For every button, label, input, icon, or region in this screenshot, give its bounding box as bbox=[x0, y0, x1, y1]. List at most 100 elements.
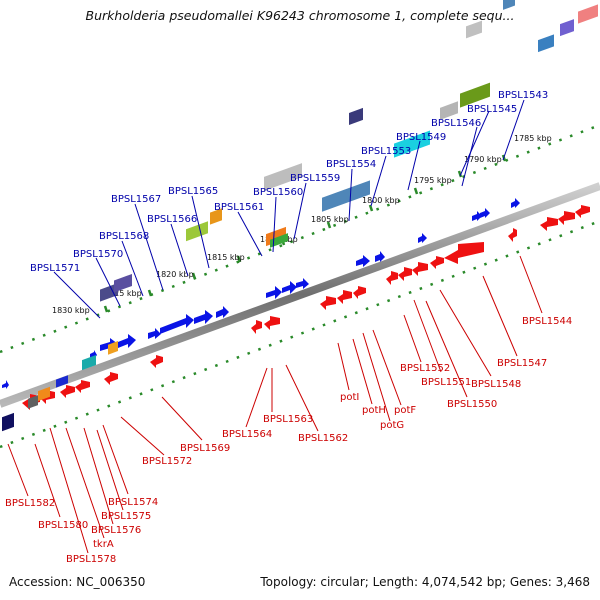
gene-label-BPSL1550[interactable]: BPSL1550 bbox=[447, 399, 497, 410]
feature-box bbox=[578, 4, 598, 24]
gene-label-potG[interactable]: potG bbox=[380, 420, 404, 431]
gene-arrow bbox=[386, 271, 398, 285]
gene-label-BPSL1563[interactable]: BPSL1563 bbox=[263, 414, 313, 425]
reverse-features[interactable] bbox=[2, 4, 598, 432]
gene-label-BPSL1548[interactable]: BPSL1548 bbox=[471, 379, 521, 390]
gene-label-BPSL1545[interactable]: BPSL1545 bbox=[467, 104, 517, 115]
gene-label-potF[interactable]: potF bbox=[394, 405, 416, 416]
top-leader-lines bbox=[53, 99, 525, 319]
feature-box bbox=[560, 19, 574, 37]
gene-arrow bbox=[296, 278, 309, 289]
feature-box bbox=[394, 130, 430, 158]
bottom-leader-lines bbox=[7, 255, 543, 554]
tick-label-1790: 1790 kbp bbox=[464, 155, 502, 164]
gene-label-BPSL1546[interactable]: BPSL1546 bbox=[431, 118, 481, 129]
tick-label-1830: 1830 kbp bbox=[52, 306, 90, 315]
gene-label-BPSL1574[interactable]: BPSL1574 bbox=[108, 497, 158, 508]
feature-box bbox=[264, 163, 302, 191]
gene-label-BPSL1565[interactable]: BPSL1565 bbox=[168, 186, 218, 197]
tick-label-1805: 1805 kbp bbox=[311, 215, 349, 224]
tick-label-1825: 1825 kbp bbox=[104, 289, 142, 298]
gene-arrow bbox=[60, 385, 75, 398]
gene-label-BPSL1544[interactable]: BPSL1544 bbox=[522, 316, 572, 327]
gene-arrow bbox=[320, 296, 336, 310]
gene-label-BPSL1547[interactable]: BPSL1547 bbox=[497, 358, 547, 369]
gene-label-tkrA[interactable]: tkrA bbox=[93, 539, 114, 550]
gene-label-BPSL1572[interactable]: BPSL1572 bbox=[142, 456, 192, 467]
gene-label-BPSL1560[interactable]: BPSL1560 bbox=[253, 187, 303, 198]
feature-box bbox=[322, 180, 370, 212]
gene-arrow bbox=[575, 205, 590, 218]
gene-arrow bbox=[508, 228, 517, 242]
gene-arrow bbox=[398, 267, 412, 281]
gene-label-BPSL1567[interactable]: BPSL1567 bbox=[111, 194, 161, 205]
gene-label-BPSL1543[interactable]: BPSL1543 bbox=[498, 90, 548, 101]
gene-label-BPSL1549[interactable]: BPSL1549 bbox=[396, 132, 446, 143]
gene-label-BPSL1578[interactable]: BPSL1578 bbox=[66, 554, 116, 565]
feature-box bbox=[270, 233, 288, 248]
tick-label-1800: 1800 kbp bbox=[362, 196, 400, 205]
feature-box bbox=[349, 107, 363, 125]
gene-arrow bbox=[160, 314, 194, 334]
gene-arrow bbox=[282, 281, 297, 294]
reverse-genes[interactable] bbox=[22, 205, 590, 410]
feature-box bbox=[466, 20, 482, 39]
gene-arrow bbox=[251, 320, 262, 334]
gene-arrow bbox=[412, 262, 428, 276]
gene-label-BPSL1554[interactable]: BPSL1554 bbox=[326, 159, 376, 170]
gene-arrow bbox=[264, 316, 280, 330]
tick-label-1795: 1795 kbp bbox=[414, 176, 452, 185]
gene-arrow bbox=[2, 380, 9, 389]
gene-arrow bbox=[558, 211, 575, 225]
gene-label-BPSL1575[interactable]: BPSL1575 bbox=[101, 511, 151, 522]
topology-summary: Topology: circular; Length: 4,074,542 bp… bbox=[260, 575, 590, 589]
feature-box bbox=[460, 82, 490, 108]
gene-label-potI[interactable]: potI bbox=[340, 392, 359, 403]
gene-label-BPSL1564[interactable]: BPSL1564 bbox=[222, 429, 272, 440]
gene-label-BPSL1571[interactable]: BPSL1571 bbox=[30, 263, 80, 274]
feature-box bbox=[114, 273, 132, 293]
gene-arrow bbox=[148, 328, 161, 339]
gene-arrow bbox=[266, 286, 282, 299]
gene-label-BPSL1562[interactable]: BPSL1562 bbox=[298, 433, 348, 444]
feature-box bbox=[56, 375, 68, 388]
feature-box bbox=[210, 208, 222, 225]
gene-arrow bbox=[430, 256, 444, 269]
gene-arrow bbox=[194, 310, 213, 324]
gene-arrow bbox=[472, 211, 482, 221]
gene-label-BPSL1582[interactable]: BPSL1582 bbox=[5, 498, 55, 509]
feature-box bbox=[28, 395, 38, 409]
gene-label-BPSL1580[interactable]: BPSL1580 bbox=[38, 520, 88, 531]
gene-label-potH[interactable]: potH bbox=[362, 405, 386, 416]
feature-box bbox=[2, 412, 14, 432]
gene-arrow bbox=[444, 242, 484, 264]
gene-arrow bbox=[480, 208, 490, 218]
gene-arrow bbox=[540, 217, 558, 231]
gene-arrow bbox=[353, 286, 366, 299]
feature-box bbox=[38, 386, 50, 402]
map-title: Burkholderia pseudomallei K96243 chromos… bbox=[85, 8, 515, 23]
gene-label-BPSL1553[interactable]: BPSL1553 bbox=[361, 146, 411, 157]
gene-arrow bbox=[375, 251, 385, 262]
gene-label-BPSL1561[interactable]: BPSL1561 bbox=[214, 202, 264, 213]
gene-label-BPSL1569[interactable]: BPSL1569 bbox=[180, 443, 230, 454]
forward-features[interactable] bbox=[100, 0, 515, 302]
accession-label: Accession: NC_006350 bbox=[9, 575, 146, 589]
gene-arrow bbox=[118, 334, 136, 348]
gene-arrow bbox=[150, 355, 163, 368]
gene-arrow bbox=[511, 198, 520, 208]
gene-arrow bbox=[216, 306, 229, 318]
tick-label-1785: 1785 kbp bbox=[514, 134, 552, 143]
gene-label-BPSL1559[interactable]: BPSL1559 bbox=[290, 173, 340, 184]
gene-arrow bbox=[104, 372, 118, 385]
gene-label-BPSL1552[interactable]: BPSL1552 bbox=[400, 363, 450, 374]
feature-box bbox=[108, 341, 118, 355]
gene-label-BPSL1566[interactable]: BPSL1566 bbox=[147, 214, 197, 225]
gene-label-BPSL1551[interactable]: BPSL1551 bbox=[421, 377, 471, 388]
gene-label-BPSL1570[interactable]: BPSL1570 bbox=[73, 249, 123, 260]
gene-label-BPSL1568[interactable]: BPSL1568 bbox=[99, 231, 149, 242]
gene-arrow bbox=[75, 380, 90, 393]
gene-label-BPSL1576[interactable]: BPSL1576 bbox=[91, 525, 141, 536]
feature-box bbox=[82, 355, 96, 371]
